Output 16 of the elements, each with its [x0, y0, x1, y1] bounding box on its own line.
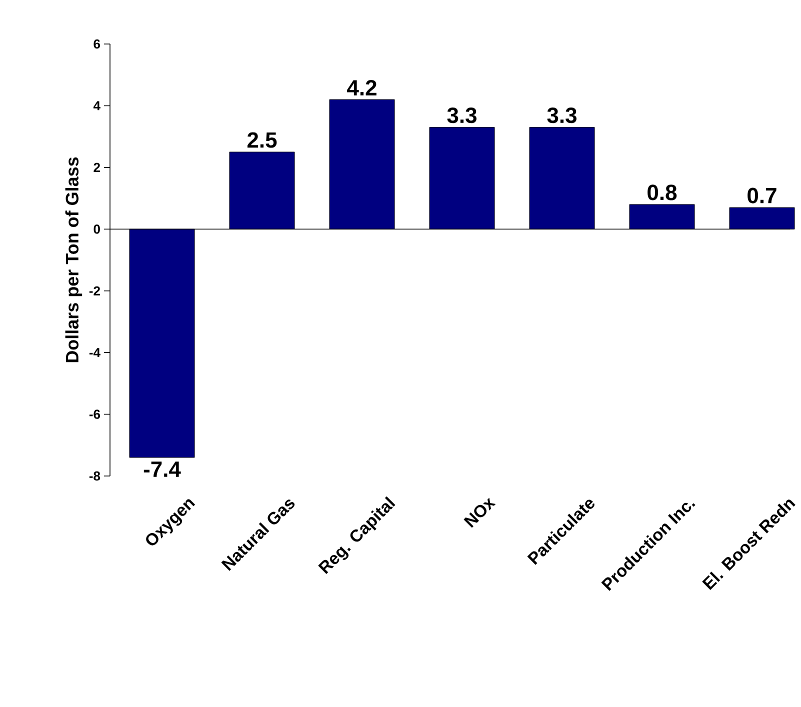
y-tick-label: 0: [94, 224, 100, 234]
y-tick-label: -8: [89, 471, 100, 481]
y-axis-title: Dollars per Ton of Glass: [65, 157, 82, 362]
y-tick-label: 2: [94, 162, 100, 172]
data-label: 0.8: [648, 184, 677, 200]
y-tick-label: 6: [94, 39, 100, 49]
y-tick-label: -6: [89, 410, 100, 419]
data-label: 0.7: [748, 188, 776, 204]
data-label: 3.3: [447, 108, 476, 124]
data-label: 4.2: [347, 80, 376, 96]
data-label: 2.5: [247, 132, 277, 148]
data-label: -7.4: [144, 462, 181, 477]
y-tick-label: 4: [93, 101, 100, 110]
y-tick-label: -2: [89, 286, 100, 296]
data-label: 3.3: [547, 108, 576, 124]
y-tick-label: -4: [89, 348, 100, 358]
